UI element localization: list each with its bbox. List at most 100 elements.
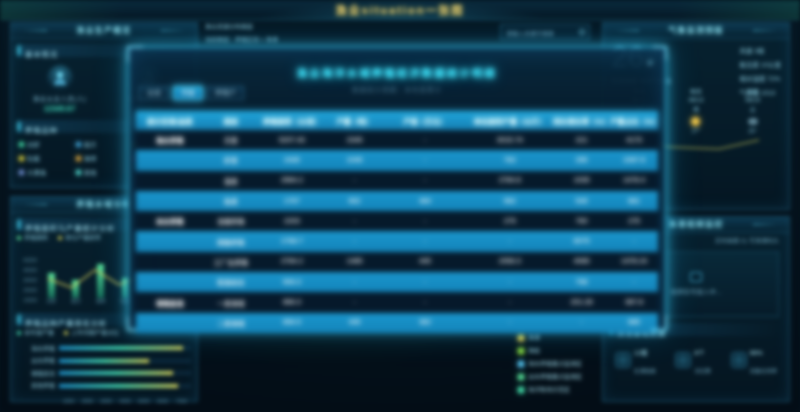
legend-label: 其他	[83, 170, 97, 177]
table-row[interactable]: 稻渔综合 908.3 - - - 798 -	[136, 272, 658, 293]
table-cell: 908.3	[283, 278, 302, 286]
cloud-icon	[747, 118, 758, 125]
table-cell: 387.8	[625, 299, 644, 307]
table-column-header[interactable]: 产量（吨）	[336, 118, 373, 126]
map-legend-swatch	[518, 360, 524, 367]
table-column-header[interactable]: 类别	[223, 118, 239, 126]
port-stat: 12艘 在港船舶	[614, 342, 656, 378]
table-column-header[interactable]: 产值（万元）	[403, 118, 447, 126]
bar	[72, 280, 80, 298]
top-bar-right-decor	[680, 0, 800, 20]
map-legend-item: 海洋牧场示范区	[518, 385, 604, 394]
table-cell: 鱼类	[224, 199, 238, 207]
table-cell: 885	[628, 319, 641, 327]
forecast-date: 08/14	[745, 98, 761, 104]
table-column-header[interactable]: 统计区域/品类	[147, 118, 193, 126]
map-legend-swatch	[518, 334, 524, 341]
panel-video-monitor: 渔港视频监控 实时画面 01 号渔港码头 视频信号接入中... 渔港基础数据 1…	[602, 216, 790, 402]
panel-title: 渔业生产概览	[76, 26, 132, 35]
port-stats: 12艘 在港船舶 8个 泊位数 98% 设备在线率	[603, 338, 789, 382]
table-row[interactable]: 增殖放流 一类海域 868.3 - - - 201.28 387.8	[136, 292, 658, 313]
legend-item: 大黄鱼	[19, 167, 76, 177]
table-cell-group: 海水养殖	[156, 138, 184, 146]
table-cell: 2058.3	[499, 258, 521, 266]
table-cell: -	[423, 217, 427, 225]
weather-metric: 能见度 10公里	[739, 62, 781, 69]
legend-item: 其他	[75, 167, 133, 177]
legend-swatch	[19, 169, 24, 175]
port-stat-value: 12艘	[633, 350, 648, 357]
legend-label: 养殖面积	[24, 236, 49, 242]
video-status-label: 视频信号接入中...	[670, 289, 722, 296]
section-label: 养殖品种产量排名分析	[25, 319, 107, 328]
legend-swatch	[17, 330, 21, 335]
table-cell: 1478.4	[623, 177, 646, 185]
table-row[interactable]: 二类海域 856.5 435 382 - - 885	[136, 312, 658, 333]
weather-metric: 气压值 1013	[739, 90, 776, 97]
table-row[interactable]: 海水养殖 贝类 5207.43 2345 - 3015.74 221 4173	[136, 130, 658, 151]
table-row[interactable]: 鱼类 1757 652 484 982 549 881	[136, 190, 658, 212]
search-icon[interactable]	[579, 29, 585, 35]
map-legend-label: 淡水养殖重点监测区	[528, 375, 583, 381]
forecast-condition: 云	[749, 108, 756, 114]
table-cell: 881	[628, 197, 641, 205]
forecast-day: 周四 08/14 云 25°	[745, 89, 760, 135]
legend-swatch	[75, 169, 81, 175]
map-legend-label: 海水养殖重点监测区	[528, 362, 583, 368]
table-column-header[interactable]: 单位面积产量（公斤）	[474, 118, 546, 126]
sun-icon	[691, 117, 701, 126]
weather-metric: 风速 3级	[739, 48, 765, 55]
modal-tab-0[interactable]: 全省	[139, 86, 169, 100]
forecast-date: 08/13	[688, 98, 704, 104]
table-cell: 5207.43	[279, 136, 306, 144]
stat-card-workers: 渔业从业人员(人) 12345.67	[25, 65, 95, 113]
table-column-header[interactable]: 同比增长率（%）	[553, 118, 611, 126]
table-cell: 网箱养殖	[217, 239, 245, 247]
table-cell: -	[508, 238, 512, 246]
map-search[interactable]: 请输入关键字搜索	[500, 24, 590, 40]
hbar-row: 增殖放流	[17, 369, 191, 378]
table-cell: 贝类	[224, 138, 238, 146]
map-legend-swatch	[518, 347, 524, 354]
map-legend-item: 渔港	[518, 333, 604, 342]
table-header-row: 统计区域/品类 类别 养殖面积（公顷） 产量（吨） 产值（万元） 单位面积产量（公斤） 同比…	[136, 111, 661, 130]
map-legend-label: 渔港	[528, 336, 541, 342]
close-icon[interactable]: ✕	[646, 58, 654, 68]
port-stat-label: 设备在线率	[749, 369, 778, 375]
modal-tab-2[interactable]: 养殖户	[207, 86, 244, 100]
map-legend-label: 渔船	[528, 349, 541, 355]
table-row[interactable]: 藻类 2984.2 - - 2784.8 1035 1478.4	[136, 170, 658, 191]
table-cell: -	[423, 136, 427, 144]
modal-tab-1[interactable]: 市级	[173, 86, 203, 100]
search-input[interactable]: 请输入关键字搜索	[506, 32, 555, 38]
table-cell: -	[353, 217, 356, 225]
port-stat-label: 在港船舶	[633, 369, 656, 375]
legend-swatch	[75, 155, 81, 161]
legend-label: 单位产量趋势	[65, 236, 102, 242]
port-stat: 98% 设备在线率	[730, 342, 778, 378]
table-column-header[interactable]: 产量占比（%）	[610, 118, 661, 126]
table-cell: -	[632, 238, 636, 246]
table-cell: 2203	[284, 217, 300, 225]
hbar-axis: 1000 2000 3000 4000 5000 6000 7000	[62, 398, 188, 405]
table-cell: 2435	[284, 156, 300, 164]
table-row[interactable]: 工厂化养殖 2784.2 1485 445 2058.3 4085 1478.24	[136, 251, 658, 273]
bar	[121, 278, 129, 298]
table-row[interactable]: 网箱养殖 1768.7 - - - 8075 -	[136, 231, 658, 252]
table-column-header[interactable]: 养殖面积（公顷）	[263, 118, 321, 126]
table-cell: -	[508, 278, 512, 286]
detail-modal: 渔业海洋水域养殖经济数据统计明细 数据统计周期：本年度累计 ✕ 全省 市级 养殖户 …	[127, 46, 667, 333]
table-row[interactable]: 淡水养殖 池塘养殖 2203 - - 275 760 275	[136, 211, 658, 232]
table-cell: -	[353, 278, 356, 286]
table-cell: 4085	[573, 258, 590, 266]
panel-header: 渔业生产概览	[11, 23, 197, 39]
panel-title: 气象监测预报	[668, 26, 724, 35]
bar	[47, 273, 55, 298]
video-subtitle: 实时画面 01 号渔港码头	[714, 239, 779, 245]
table-cell: 549	[575, 197, 588, 205]
table-cell: 一类海域	[217, 300, 245, 308]
table-cell: 201.28	[570, 299, 593, 307]
chart-legend: 养殖面积 单位产量趋势	[11, 233, 197, 242]
table-row[interactable]: 虾类 2435 1045 - 782 295 1087.6	[136, 150, 658, 171]
